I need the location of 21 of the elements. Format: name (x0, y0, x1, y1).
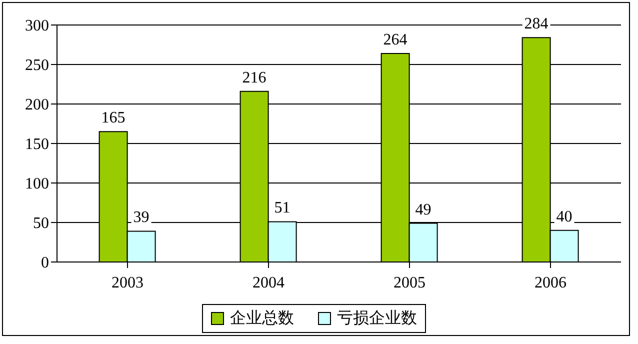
data-label: 284 (524, 16, 548, 33)
y-tick-label: 100 (25, 176, 49, 193)
data-label: 264 (383, 31, 408, 48)
data-label: 39 (133, 209, 150, 226)
data-label: 165 (101, 110, 126, 127)
y-tick-label: 0 (41, 254, 49, 272)
y-tick-label: 300 (25, 18, 49, 35)
x-tick-label: 2003 (112, 274, 144, 292)
data-label: 49 (415, 201, 432, 218)
y-tick-label: 250 (25, 57, 49, 74)
legend-label: 亏损企业数 (337, 308, 417, 329)
x-tick-label: 2006 (534, 274, 566, 292)
data-label: 40 (556, 208, 572, 226)
legend-label: 企业总数 (230, 308, 294, 329)
x-tick-label: 2005 (394, 274, 426, 292)
data-label: 216 (242, 69, 266, 86)
y-tick-label: 50 (33, 215, 49, 232)
y-tick-label: 200 (25, 96, 49, 114)
data-label: 51 (274, 200, 290, 217)
y-tick-label: 150 (25, 136, 49, 154)
x-tick-label: 2004 (252, 274, 284, 292)
